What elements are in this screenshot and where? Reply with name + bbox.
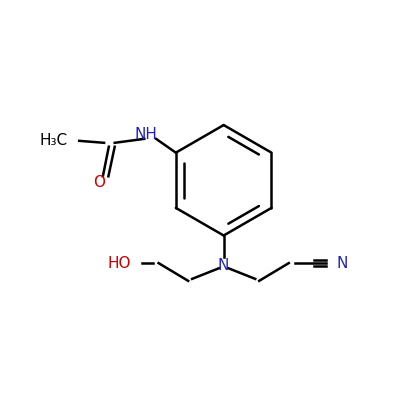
Text: NH: NH <box>135 128 158 142</box>
Text: N: N <box>336 256 348 271</box>
Text: H₃C: H₃C <box>39 133 67 148</box>
Text: N: N <box>218 258 229 272</box>
Text: HO: HO <box>108 256 131 271</box>
Text: O: O <box>93 175 105 190</box>
